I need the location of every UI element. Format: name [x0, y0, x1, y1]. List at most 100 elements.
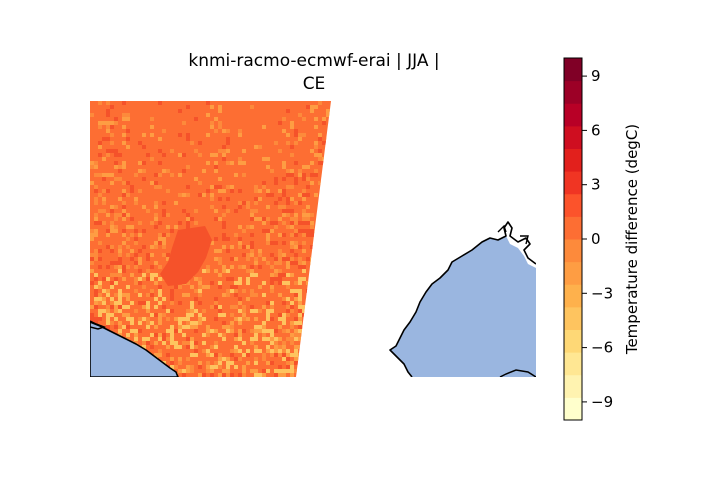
field-cell [302, 165, 306, 169]
field-cell [222, 157, 226, 161]
field-cell [122, 217, 126, 221]
field-cell [290, 309, 294, 313]
field-cell [118, 213, 122, 217]
field-cell [290, 373, 294, 377]
field-cell [218, 361, 222, 365]
field-cell [238, 297, 242, 301]
field-cell [98, 265, 102, 269]
field-cell [146, 305, 150, 309]
field-cell [242, 229, 246, 233]
field-cell [98, 209, 102, 213]
field-cell [278, 281, 282, 285]
field-cell [230, 289, 234, 293]
field-cell [98, 257, 102, 261]
field-cell [270, 193, 274, 197]
field-cell [166, 169, 170, 173]
field-cell [154, 341, 158, 345]
field-cell [194, 221, 198, 225]
field-cell [282, 373, 286, 377]
field-cell [182, 325, 186, 329]
field-cell [158, 349, 162, 353]
field-cell [146, 293, 150, 297]
field-cell [278, 369, 282, 373]
field-cell [262, 217, 266, 221]
field-cell [106, 149, 110, 153]
field-cell [282, 257, 286, 261]
field-cell [198, 365, 202, 369]
field-cell [322, 121, 326, 125]
field-cell [90, 233, 94, 237]
field-cell [146, 317, 150, 321]
field-cell [154, 297, 158, 301]
field-cell [298, 309, 302, 313]
field-cell [286, 305, 290, 309]
field-cell [126, 253, 130, 257]
field-cell [286, 209, 290, 213]
field-cell [290, 273, 294, 277]
field-cell [110, 245, 114, 249]
field-cell [306, 177, 310, 181]
field-cell [318, 153, 322, 157]
field-cell [122, 205, 126, 209]
field-cell [314, 169, 318, 173]
field-cell [106, 313, 110, 317]
field-cell [238, 129, 242, 133]
field-cell [270, 253, 274, 257]
field-cell [178, 301, 182, 305]
field-cell [302, 265, 306, 269]
field-cell [218, 281, 222, 285]
field-cell [282, 341, 286, 345]
field-cell [130, 225, 134, 229]
field-cell [166, 189, 170, 193]
field-cell [278, 313, 282, 317]
field-cell [214, 361, 218, 365]
field-cell [270, 301, 274, 305]
field-cell [110, 149, 114, 153]
field-cell [298, 113, 302, 117]
field-cell [150, 133, 154, 137]
field-cell [298, 305, 302, 309]
field-warm-core [160, 226, 212, 286]
field-cell [178, 321, 182, 325]
field-cell [110, 297, 114, 301]
field-cell [118, 269, 122, 273]
field-cell [106, 229, 110, 233]
field-cell [238, 333, 242, 337]
field-cell [250, 265, 254, 269]
field-cell [282, 233, 286, 237]
field-cell [274, 257, 278, 261]
field-cell [206, 329, 210, 333]
field-cell [282, 117, 286, 121]
field-cell [318, 149, 322, 153]
field-cell [222, 325, 226, 329]
field-cell [142, 305, 146, 309]
field-cell [186, 185, 190, 189]
field-cell [226, 361, 230, 365]
field-cell [98, 249, 102, 253]
field-cell [314, 125, 318, 129]
field-cell [190, 369, 194, 373]
field-cell [186, 365, 190, 369]
field-cell [202, 349, 206, 353]
field-cell [222, 265, 226, 269]
field-cell [150, 117, 154, 121]
field-cell [114, 161, 118, 165]
field-cell [286, 169, 290, 173]
field-cell [122, 193, 126, 197]
field-cell [246, 201, 250, 205]
field-cell [242, 161, 246, 165]
field-cell [218, 149, 222, 153]
field-cell [246, 277, 250, 281]
field-cell [106, 293, 110, 297]
colorbar-band [564, 171, 582, 195]
field-cell [242, 365, 246, 369]
field-cell [306, 165, 310, 169]
field-cell [226, 277, 230, 281]
field-cell [114, 205, 118, 209]
field-cell [122, 133, 126, 137]
field-cell [118, 309, 122, 313]
field-cell [218, 333, 222, 337]
field-cell [286, 309, 290, 313]
field-cell [126, 137, 130, 141]
field-cell [254, 261, 258, 265]
